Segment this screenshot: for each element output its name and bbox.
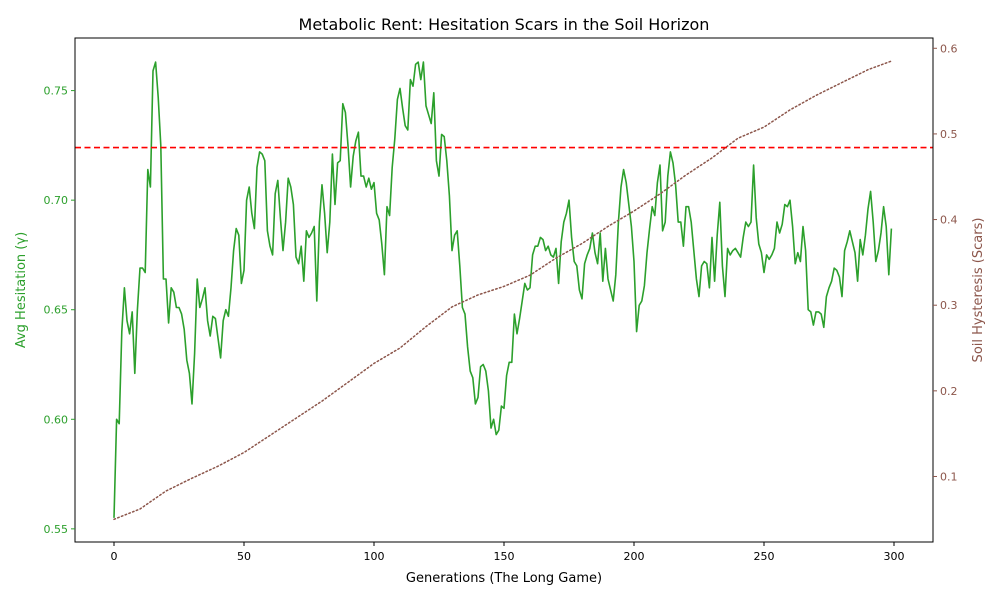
y-tick-label-left: 0.65 [44, 304, 69, 317]
y-tick-label-right: 0.2 [940, 385, 958, 398]
y-tick-label-right: 0.4 [940, 214, 958, 227]
x-tick-label: 0 [111, 550, 118, 563]
hesitation-line [113, 61, 893, 518]
chart-title: Metabolic Rent: Hesitation Scars in the … [299, 15, 710, 34]
x-tick-label: 200 [624, 550, 645, 563]
y-tick-label-left: 0.75 [44, 85, 69, 98]
y-tick-label-right: 0.6 [940, 42, 958, 55]
y-tick-label-left: 0.70 [44, 194, 69, 207]
y-tick-label-left: 0.60 [44, 413, 69, 426]
x-axis-label: Generations (The Long Game) [406, 571, 602, 586]
x-tick-label: 100 [364, 550, 385, 563]
y-tick-label-left: 0.55 [44, 523, 69, 536]
y-tick-label-right: 0.3 [940, 299, 958, 312]
x-tick-label: 50 [237, 550, 251, 563]
x-tick-label: 250 [754, 550, 775, 563]
y-axis-label-right: Soil Hysteresis (Scars) [971, 218, 986, 363]
y-tick-label-right: 0.5 [940, 128, 958, 141]
y-axis-label-left: Avg Hesitation (γ) [14, 232, 29, 348]
y-tick-label-right: 0.1 [940, 470, 958, 483]
soil-hysteresis-line [113, 60, 893, 521]
x-tick-label: 150 [494, 550, 515, 563]
x-tick-label: 300 [884, 550, 905, 563]
